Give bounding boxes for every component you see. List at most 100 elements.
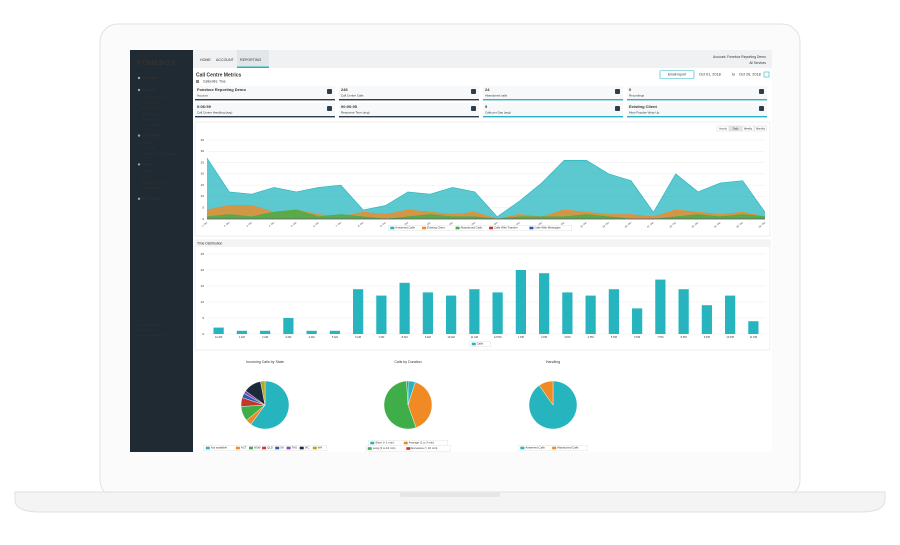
panel-title: Time Distribution xyxy=(197,241,222,245)
sidebar-footer: Customer Service xyxy=(136,323,160,327)
active-tab-underline xyxy=(237,66,269,68)
x-tick-label: 25. Oct xyxy=(736,221,744,228)
range-button-label[interactable]: Daily xyxy=(733,126,739,130)
menu-item[interactable]: Metrics xyxy=(142,140,152,144)
stat-card-border xyxy=(483,99,623,101)
legend-swatch xyxy=(552,446,557,450)
range-button[interactable] xyxy=(741,125,755,132)
bar xyxy=(655,279,666,334)
x-tick-label: 8 AM xyxy=(402,335,408,339)
stat-label: Abandoned calls xyxy=(485,93,508,97)
x-tick-label: 5 PM xyxy=(611,335,617,339)
bar xyxy=(422,292,433,334)
account-name[interactable]: Account: Fonebox Reporting Demo xyxy=(713,55,766,59)
bar xyxy=(539,273,550,334)
bar xyxy=(608,289,619,334)
menu-group[interactable]: Overview xyxy=(142,76,157,80)
range-button-label[interactable]: Weekly xyxy=(744,126,753,130)
legend-swatch xyxy=(235,446,240,450)
stat-card xyxy=(339,103,479,117)
pie-slice xyxy=(538,380,554,406)
menu-item[interactable]: Diff-Admin xyxy=(142,117,157,121)
x-tick-label: 15. Oct xyxy=(513,221,521,228)
menu-group[interactable]: Recordings xyxy=(142,197,161,201)
x-tick-label: 19. Oct xyxy=(602,221,610,228)
stat-label: Account xyxy=(197,93,208,97)
x-tick-label: 3 PM xyxy=(564,335,570,339)
menu-item[interactable]: Transfers and Messages xyxy=(142,152,176,156)
pie-slice xyxy=(406,380,409,406)
legend-label: Excessive (> 10 min) xyxy=(411,446,437,450)
range-button[interactable] xyxy=(716,125,730,132)
bar xyxy=(469,289,480,334)
range-button-label[interactable]: Monthly xyxy=(756,126,766,130)
x-tick-label: 1. Oct xyxy=(201,221,208,228)
menu-item[interactable]: Inbound Numbers xyxy=(142,95,167,99)
legend-label: NSW xyxy=(254,446,261,450)
range-button[interactable] xyxy=(754,125,767,132)
pie-slice xyxy=(260,380,266,406)
stat-icon xyxy=(615,89,620,94)
menu-icon xyxy=(137,163,141,166)
area-line xyxy=(206,205,766,220)
menu-item[interactable]: Call Outcome xyxy=(142,100,161,104)
x-tick-label: 5. Oct xyxy=(291,221,298,228)
nav-tab[interactable]: REPORTING xyxy=(240,58,262,62)
legend-swatch xyxy=(520,446,525,450)
legend-swatch xyxy=(370,441,375,445)
logo: FONEBOX xyxy=(137,58,176,67)
legend-swatch xyxy=(367,447,372,450)
stat-icon xyxy=(615,106,620,111)
active-tab xyxy=(237,50,269,68)
x-tick-label: 14. Oct xyxy=(490,221,498,228)
menu-item[interactable]: Wrap Ups xyxy=(142,146,156,150)
calendar-icon[interactable] xyxy=(763,71,770,78)
menu-group[interactable]: Clients xyxy=(142,162,153,166)
nav-tab[interactable]: ACCOUNT xyxy=(216,58,235,62)
area-panel xyxy=(194,121,771,237)
menu-item[interactable]: By Destination xyxy=(142,112,162,116)
x-tick-label: 10 PM xyxy=(726,335,734,339)
date-to[interactable]: Oct 26, 2018 xyxy=(739,73,761,77)
x-tick-label: 16. Oct xyxy=(535,221,543,228)
pie-title: Incoming Calls by State xyxy=(246,360,284,364)
x-tick-label: 10 AM xyxy=(447,335,454,339)
menu-item[interactable]: By Location xyxy=(142,106,158,110)
legend-label: TAS xyxy=(292,446,297,450)
legend-label: Existing Client xyxy=(427,226,445,230)
y-tick-label: 25 xyxy=(201,160,205,164)
menu-group[interactable]: Call Centre xyxy=(142,133,160,137)
stat-card xyxy=(627,86,767,100)
stat-value: 0 xyxy=(629,87,632,92)
y-tick-label: 0 xyxy=(202,217,204,221)
legend-label: Answered Calls xyxy=(395,226,415,230)
menu-item[interactable]: Standard Calls xyxy=(142,186,163,190)
y-tick-label: 25 xyxy=(201,252,205,256)
menu-item[interactable]: Call Centre Calls xyxy=(142,180,166,184)
area-line xyxy=(206,209,766,220)
stat-card xyxy=(195,86,335,100)
email-button-label[interactable]: Email report xyxy=(668,73,686,77)
range-button[interactable] xyxy=(729,125,742,132)
legend-swatch xyxy=(529,226,534,230)
date-from[interactable]: Oct 01, 2018 xyxy=(699,73,721,77)
x-tick-label: 26. Oct xyxy=(758,221,766,228)
menu-item[interactable]: All xyxy=(142,175,146,179)
stat-card-border xyxy=(195,116,335,118)
x-tick-label: 9 AM xyxy=(425,335,431,339)
x-tick-label: 7 PM xyxy=(657,335,663,339)
menu-item[interactable]: Commercials xyxy=(142,123,161,127)
y-tick-label: 15 xyxy=(201,284,205,288)
email-button[interactable] xyxy=(659,70,695,79)
y-tick-label: 15 xyxy=(201,183,205,187)
bar xyxy=(701,305,712,334)
range-button-label[interactable]: Hourly xyxy=(719,126,727,130)
y-tick-label: 20 xyxy=(201,268,205,272)
x-tick-label: 17. Oct xyxy=(557,221,565,228)
nav-tab[interactable]: HOME xyxy=(200,58,211,62)
menu-item[interactable]: Overview xyxy=(142,169,156,173)
menu-group[interactable]: General xyxy=(142,88,155,92)
legend-swatch xyxy=(406,447,411,450)
x-tick-label: 3. Oct xyxy=(246,221,253,228)
stat-card-border xyxy=(483,116,623,118)
